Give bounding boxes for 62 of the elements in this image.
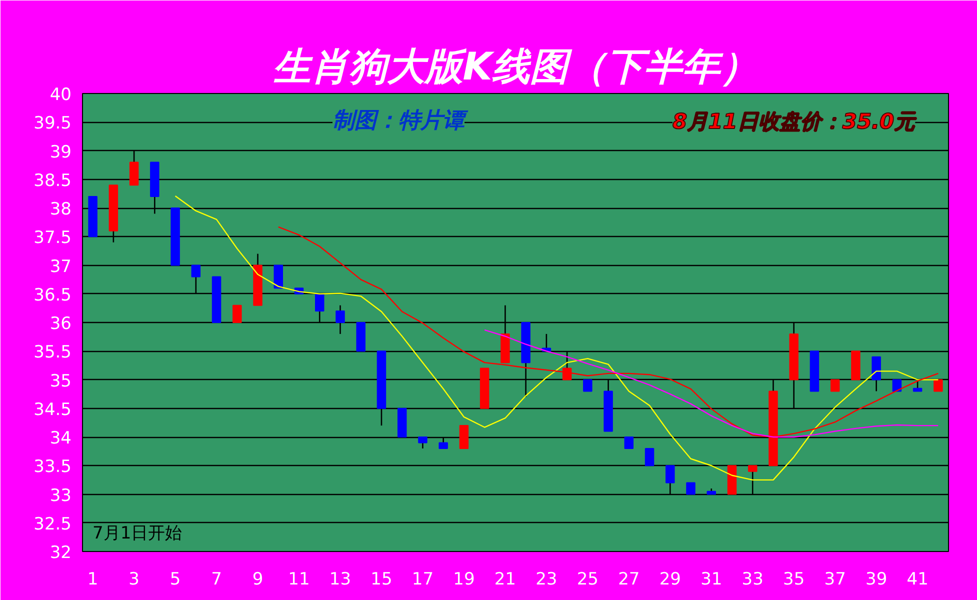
x-tick-label: 27 bbox=[618, 570, 640, 590]
x-tick-label: 29 bbox=[659, 570, 681, 590]
y-tick-label: 33 bbox=[50, 486, 72, 506]
x-tick-label: 25 bbox=[576, 570, 598, 590]
candlestick bbox=[644, 448, 654, 466]
y-tick-label: 34 bbox=[50, 428, 72, 448]
y-tick-label: 38 bbox=[50, 200, 72, 220]
candlestick bbox=[336, 304, 345, 335]
x-tick-label: 35 bbox=[783, 570, 805, 590]
annotation: 7月1日开始 bbox=[92, 524, 182, 544]
x-tick-label: 5 bbox=[170, 570, 181, 590]
y-tick-label: 37.5 bbox=[34, 228, 72, 248]
x-tick-label: 7 bbox=[211, 570, 222, 590]
y-tick-label: 39.5 bbox=[34, 114, 72, 134]
y-tick-label: 36 bbox=[50, 314, 72, 334]
x-tick-label: 1 bbox=[87, 570, 98, 590]
y-tick-label: 35.5 bbox=[34, 342, 72, 363]
x-tick-label: 17 bbox=[412, 570, 434, 590]
y-tick-label: 38.5 bbox=[34, 170, 72, 191]
candlestick bbox=[438, 436, 448, 450]
candlestick bbox=[191, 264, 201, 295]
y-tick-label: 32 bbox=[50, 543, 72, 563]
x-tick-label: 33 bbox=[742, 570, 764, 590]
candlestick bbox=[872, 356, 881, 392]
y-tick-label: 32.5 bbox=[34, 514, 72, 534]
y-tick-label: 35 bbox=[50, 371, 72, 392]
y-tick-label: 36.5 bbox=[34, 285, 72, 306]
candlestick bbox=[686, 482, 696, 495]
x-tick-label: 31 bbox=[700, 570, 722, 590]
candlestick bbox=[624, 436, 634, 449]
y-tick-label: 39 bbox=[50, 142, 72, 162]
candlestick bbox=[232, 304, 242, 323]
x-tick-label: 37 bbox=[824, 570, 846, 590]
candlestick bbox=[418, 436, 428, 450]
line-series bbox=[174, 195, 939, 481]
candlestick bbox=[748, 464, 758, 495]
chart-title: 生肖狗大版K线图（下半年） bbox=[272, 44, 758, 88]
x-tick-label: 3 bbox=[128, 570, 140, 590]
candlestick bbox=[459, 425, 469, 449]
x-tick-label: 23 bbox=[536, 570, 558, 590]
y-tick-label: 34.5 bbox=[34, 400, 72, 420]
x-tick-label: 21 bbox=[494, 570, 516, 590]
annotation: 制图：特片谭 bbox=[332, 108, 468, 134]
y-tick-label: 33.5 bbox=[34, 457, 72, 478]
candlestick bbox=[274, 264, 284, 289]
y-tick-label: 37 bbox=[50, 256, 72, 277]
candlestick bbox=[583, 379, 592, 392]
candlestick bbox=[934, 379, 943, 392]
x-tick-label: 9 bbox=[252, 570, 264, 590]
candlestick bbox=[666, 464, 675, 495]
x-tick-label: 19 bbox=[453, 570, 475, 590]
x-tick-label: 15 bbox=[370, 570, 392, 590]
x-tick-label: 41 bbox=[906, 570, 928, 590]
candlestick bbox=[314, 293, 324, 324]
line-series bbox=[484, 329, 939, 438]
candlestick bbox=[129, 150, 139, 186]
x-tick-label: 11 bbox=[288, 570, 310, 590]
candlestick bbox=[830, 379, 840, 392]
x-tick-label: 13 bbox=[329, 570, 352, 590]
x-tick-label: 39 bbox=[866, 570, 888, 590]
y-tick-label: 40 bbox=[50, 85, 72, 105]
annotation: 8月11日收盘价：35.0元 bbox=[672, 110, 918, 134]
